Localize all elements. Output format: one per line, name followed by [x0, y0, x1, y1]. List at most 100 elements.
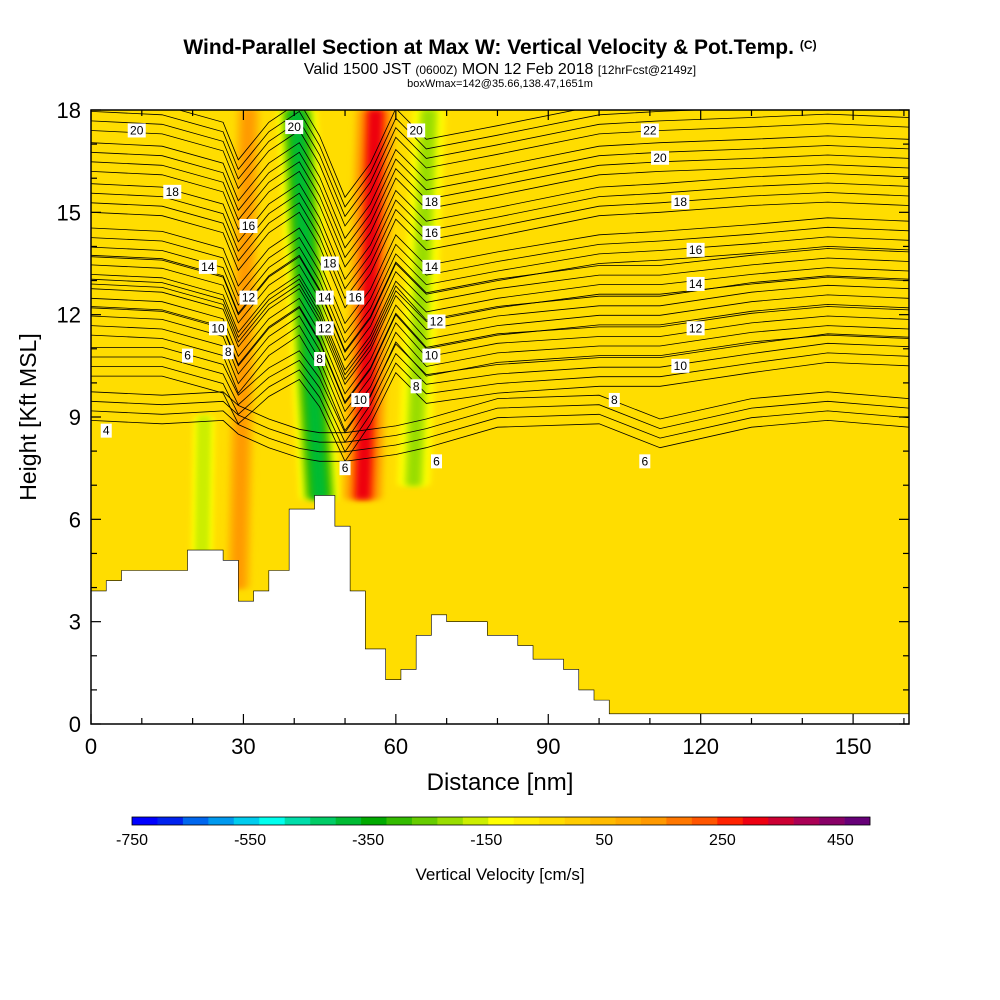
contour-label-text-5: 8 [225, 345, 232, 359]
colorbar-swatch-8 [335, 817, 362, 825]
contour-label-4: 10 [209, 321, 228, 336]
forecast-info: [12hrFcst@2149z] [597, 63, 697, 77]
contour-label-12: 12 [315, 321, 334, 336]
contour-label-14: 16 [346, 290, 365, 305]
y-tick-label-15: 15 [57, 200, 81, 225]
contour-label-text-16: 6 [342, 461, 349, 475]
contour-label-text-9: 20 [288, 120, 302, 134]
contour-label-29: 14 [686, 276, 705, 291]
contour-label-33: 6 [639, 454, 651, 469]
theta-contour-10-3 [91, 275, 909, 376]
contour-label-text-23: 8 [413, 379, 420, 393]
contour-label-bg-25 [640, 123, 659, 138]
contour-label-bg-11 [315, 290, 334, 305]
contour-label-bg-3 [182, 348, 194, 363]
valid-date: MON 12 Feb 2018 [461, 61, 594, 78]
contour-label-7: 14 [198, 259, 217, 274]
theta-contour-16-0 [91, 201, 909, 309]
chart-title: Wind-Parallel Section at Max W: Vertical… [0, 36, 1000, 60]
theta-contour-12-2 [91, 257, 909, 362]
colorbar-tick--550: -550 [234, 832, 266, 849]
contour-label-text-10: 18 [323, 257, 337, 271]
colorbar-swatch-14 [488, 817, 515, 825]
contour-label-3: 6 [182, 348, 194, 363]
contour-label-bg-16 [339, 461, 351, 476]
contour-label-bg-9 [285, 120, 304, 135]
contour-labels: 20 18 4 6 10 8 12 14 16 20 18 14 12 8 16 10 6 20 18 16 14 12 1… [100, 120, 705, 476]
contour-label-text-21: 12 [430, 314, 444, 328]
colorbar-swatch-21 [666, 817, 693, 825]
contour-label-28: 16 [686, 242, 705, 257]
contour-label-25: 22 [640, 123, 659, 138]
contour-label-text-26: 20 [653, 151, 667, 165]
theta-contour-14-0 [91, 245, 909, 354]
theta-contour-4-3 [91, 391, 909, 434]
contour-label-bg-7 [198, 259, 217, 274]
contour-label-bg-17 [407, 123, 426, 138]
colorbar: -750 -550 -350 -150 50 250 450 [116, 816, 871, 849]
velocity-band-4 [190, 417, 216, 588]
colorbar-frame [131, 816, 871, 826]
contour-label-text-11: 14 [318, 291, 332, 305]
colorbar-tick-450: 450 [827, 832, 854, 849]
contour-label-bg-2 [100, 423, 112, 438]
theta-contour-18-0 [91, 164, 909, 268]
contour-label-bg-8 [239, 218, 258, 233]
contour-label-bg-31 [671, 358, 690, 373]
theta-contour-4-1 [91, 410, 909, 453]
contour-label-24: 6 [430, 454, 442, 469]
colorbar-swatch-27 [819, 817, 845, 825]
contour-label-text-6: 12 [242, 291, 256, 305]
contour-label-bg-4 [209, 321, 228, 336]
contour-label-text-18: 18 [425, 195, 439, 209]
contour-label-11: 14 [315, 290, 334, 305]
contour-label-text-28: 16 [689, 243, 703, 257]
contour-label-text-14: 16 [349, 291, 363, 305]
contour-label-2: 4 [100, 423, 112, 438]
contour-label-18: 18 [422, 195, 441, 210]
contour-label-text-19: 16 [425, 226, 439, 240]
colorbar-swatch-1 [157, 817, 184, 825]
contour-label-bg-23 [410, 379, 422, 394]
contour-label-text-20: 14 [425, 260, 439, 274]
colorbar-tick-50: 50 [595, 832, 613, 849]
valid-time: Valid 1500 JST [303, 61, 411, 78]
theta-contour-20-1 [91, 113, 909, 218]
theta-contour-4-0 [91, 419, 909, 462]
contour-label-31: 10 [671, 358, 690, 373]
theta-contour-8-0 [91, 334, 909, 432]
contour-label-bg-0 [127, 123, 146, 138]
theta-contour-6-3 [91, 333, 909, 434]
colorbar-swatch-24 [742, 817, 769, 825]
chart-subtitle: Valid 1500 JST (0600Z) MON 12 Feb 2018 [… [0, 61, 1000, 79]
axes: 0 30 60 90 120 150 0 3 6 9 12 15 18 [57, 98, 909, 759]
plot-area: 20 18 4 6 10 8 12 14 16 20 18 14 12 8 16 10 6 20 18 16 14 12 1… [91, 110, 909, 724]
x-axis-label: Distance [nm] [427, 769, 574, 796]
contour-label-1: 18 [163, 184, 182, 199]
box-wmax-line: boxWmax=142@35.66,138.47,1651m [407, 78, 593, 90]
contour-label-bg-27 [671, 195, 690, 210]
theta-contour-18-1 [91, 154, 909, 259]
contour-label-text-27: 18 [674, 195, 688, 209]
contour-label-32: 8 [608, 392, 620, 407]
colorbar-swatch-7 [310, 817, 336, 825]
contour-label-bg-32 [608, 392, 620, 407]
y-tick-label-12: 12 [57, 303, 81, 328]
contour-label-bg-10 [320, 256, 339, 271]
contour-label-17: 20 [407, 123, 426, 138]
colorbar-tick--750: -750 [116, 832, 148, 849]
chart-title-text: Wind-Parallel Section at Max W: Vertical… [183, 36, 794, 59]
theta-contour-16-3 [91, 172, 909, 281]
contour-label-text-13: 8 [316, 352, 323, 366]
contour-label-text-33: 6 [641, 454, 648, 468]
colorbar-swatch-16 [539, 817, 565, 825]
contour-label-22: 10 [422, 348, 441, 363]
theta-contour-10-2 [91, 284, 909, 386]
colorbar-swatch-26 [793, 817, 820, 825]
contour-label-text-7: 14 [201, 260, 215, 274]
theta-contour-16-2 [91, 182, 909, 290]
contour-label-text-17: 20 [409, 123, 423, 137]
colorbar-label: Vertical Velocity [cm/s] [415, 865, 584, 884]
contour-label-bg-30 [686, 321, 705, 336]
